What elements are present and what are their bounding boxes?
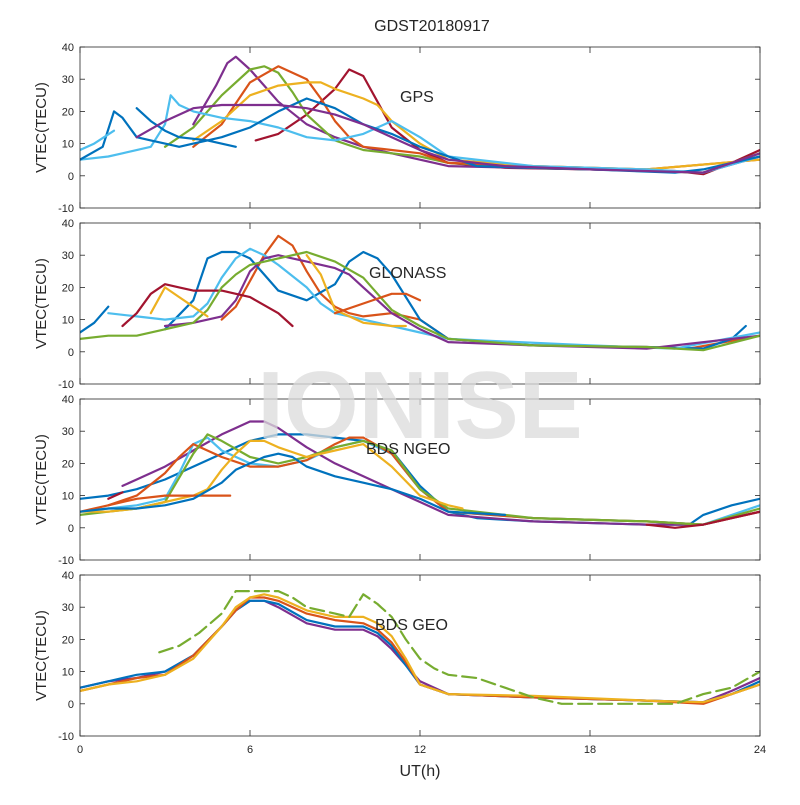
y-tick-label: 30 (62, 602, 74, 614)
y-tick-label: 40 (62, 42, 74, 54)
series-line-6 (80, 250, 760, 352)
y-tick-label: 30 (62, 426, 74, 438)
series-group (80, 234, 760, 352)
panel-3: -10 0 10 20 30 40 VTEC(TECU) BDS NGEO (33, 394, 761, 567)
series-line-8 (305, 254, 407, 328)
y-tick-label: 10 (62, 667, 74, 679)
panel-label: BDS NGEO (366, 441, 450, 458)
y-tick-label: 20 (62, 106, 74, 118)
series-line-10 (80, 305, 110, 334)
y-tick-label: 20 (62, 458, 74, 470)
y-tick-label: 20 (62, 634, 74, 646)
series-line-5 (121, 283, 294, 328)
watermark-text: IONISE (257, 352, 582, 459)
y-tick-label: 30 (62, 74, 74, 86)
y-tick-label: 0 (68, 699, 74, 711)
y-tick-label: 40 (62, 570, 74, 582)
y-tick-label: 10 (62, 139, 74, 151)
series-line-9 (107, 491, 124, 500)
y-tick-label: 40 (62, 394, 74, 406)
y-tick-label: 40 (62, 218, 74, 230)
panel-1: -10 0 10 20 30 40 VTEC(TECU) GPS (33, 42, 761, 215)
series-line-8 (80, 129, 116, 152)
y-tick-label: 20 (62, 282, 74, 294)
series-group (80, 420, 760, 529)
x-tick-label: 24 (754, 744, 766, 756)
x-tick-label: 18 (584, 744, 596, 756)
series-line-4 (80, 593, 760, 704)
series-line-9 (333, 292, 422, 315)
series-line-6 (80, 439, 464, 513)
chart-title: GDST20180917 (374, 18, 490, 35)
y-tick-label: -10 (58, 555, 74, 567)
panel-label: BDS GEO (375, 617, 448, 634)
y-tick-label: 10 (62, 491, 74, 503)
y-tick-label: 0 (68, 171, 74, 183)
y-axis-label: VTEC(TECU) (33, 434, 50, 525)
panel-label: GPS (400, 89, 434, 106)
y-axis-label: VTEC(TECU) (33, 82, 50, 173)
x-axis-label: UT(h) (400, 763, 441, 780)
series-line-9 (135, 107, 237, 148)
series-group (80, 55, 760, 176)
x-tick-label: 6 (247, 744, 253, 756)
y-tick-label: -10 (58, 203, 74, 215)
y-tick-label: -10 (58, 379, 74, 391)
y-tick-label: 0 (68, 347, 74, 359)
series-line-7 (107, 494, 232, 507)
x-tick-label: 0 (77, 744, 83, 756)
y-tick-label: 30 (62, 250, 74, 262)
y-tick-label: 0 (68, 523, 74, 535)
panel-label: GLONASS (369, 265, 446, 282)
y-tick-label: -10 (58, 731, 74, 743)
series-group (80, 589, 760, 705)
panel-2: -10 0 10 20 30 40 VTEC(TECU) GLONASS (33, 218, 761, 391)
series-line-4 (163, 254, 760, 350)
series-line-7 (149, 286, 209, 318)
x-tick-label: 12 (414, 744, 426, 756)
series-line-8 (80, 452, 507, 517)
y-axis-label: VTEC(TECU) (33, 610, 50, 701)
series-line-5 (158, 589, 760, 705)
series-line-6 (80, 94, 760, 174)
y-tick-label: 10 (62, 315, 74, 327)
y-axis-label: VTEC(TECU) (33, 258, 50, 349)
series-line-10 (135, 103, 760, 174)
series-line-10 (645, 510, 760, 529)
